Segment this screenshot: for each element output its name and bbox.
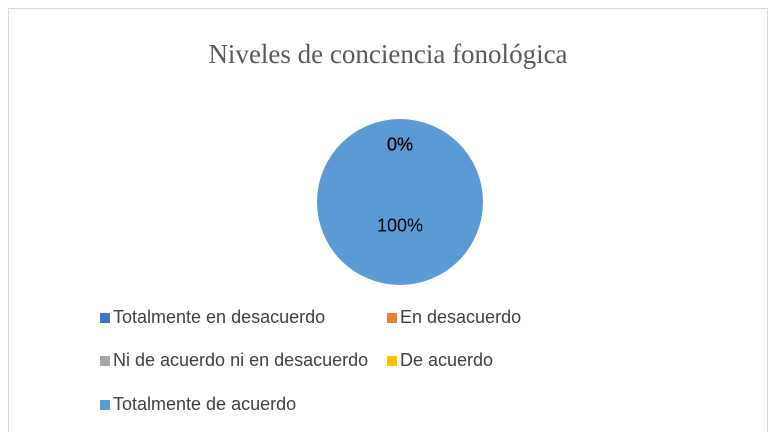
- data-label: 0%: [387, 134, 413, 154]
- pie-slice: [317, 119, 483, 285]
- data-label: 0%: [387, 134, 413, 154]
- legend-swatch: [387, 313, 397, 323]
- legend-label: En desacuerdo: [400, 307, 521, 327]
- legend-swatch: [100, 313, 110, 323]
- chart-title: Niveles de conciencia fonológica: [208, 39, 567, 69]
- legend-label: Ni de acuerdo ni en desacuerdo: [113, 350, 368, 370]
- legend-label: De acuerdo: [400, 350, 493, 370]
- legend-label: Totalmente de acuerdo: [113, 394, 296, 414]
- legend-swatch: [100, 400, 110, 410]
- legend-swatch: [100, 356, 110, 366]
- legend-swatch: [387, 356, 397, 366]
- data-label: 0%: [387, 134, 413, 154]
- data-label: 0%: [387, 134, 413, 154]
- data-label: 100%: [377, 216, 423, 236]
- legend-label: Totalmente en desacuerdo: [113, 307, 325, 327]
